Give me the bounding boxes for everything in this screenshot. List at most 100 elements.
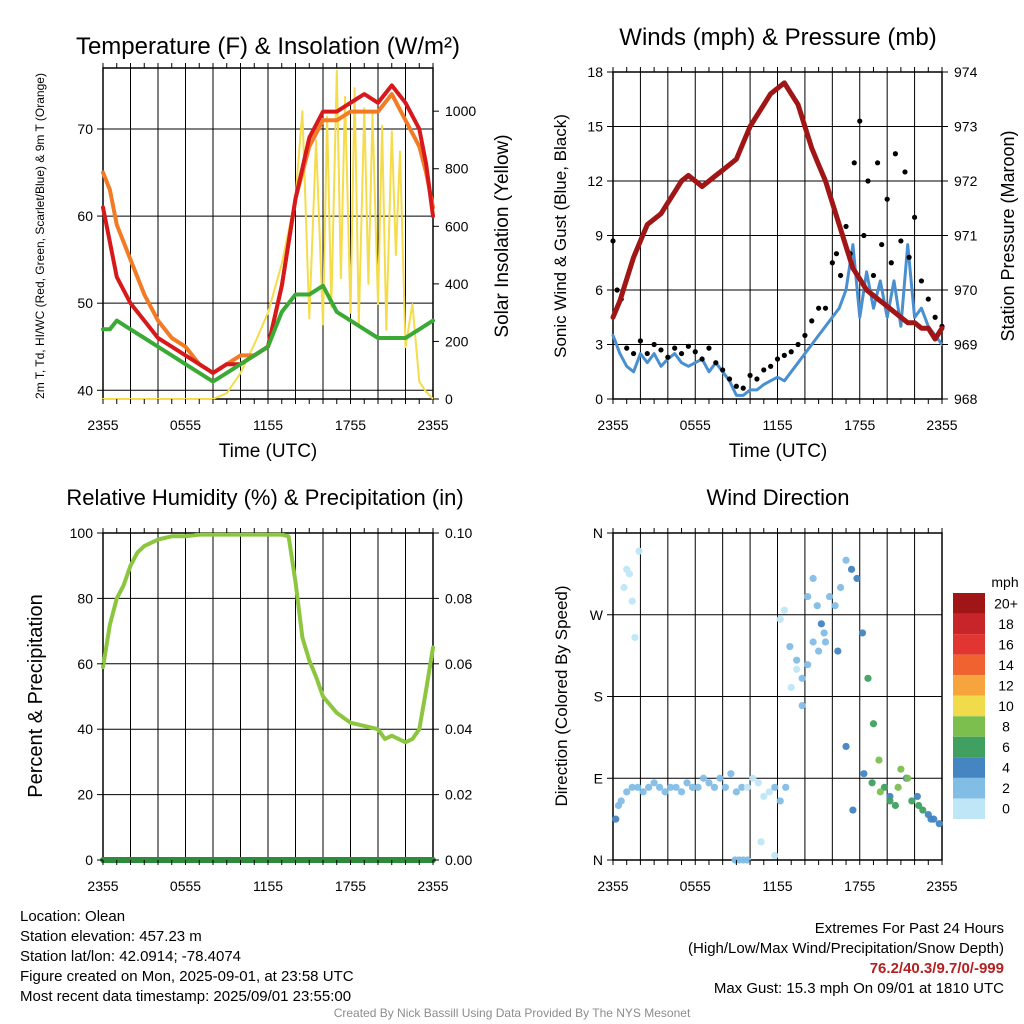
x-tick-label: 1155 bbox=[762, 417, 792, 433]
x-tick-label: 0555 bbox=[170, 878, 201, 894]
direction-point bbox=[876, 788, 884, 796]
wind-direction-grid bbox=[613, 533, 942, 860]
winds-xlabel: Time (UTC) bbox=[729, 441, 828, 462]
y-tick-label-left: 40 bbox=[77, 721, 93, 737]
direction-point bbox=[754, 779, 762, 787]
location-text: Location: Olean bbox=[20, 908, 126, 925]
direction-point bbox=[825, 592, 834, 601]
colorbar-label: 18 bbox=[998, 616, 1014, 632]
colorbar-label: 6 bbox=[1002, 739, 1010, 755]
direction-point bbox=[815, 647, 823, 655]
gust-point bbox=[874, 160, 881, 166]
direction-point bbox=[849, 806, 857, 814]
y-tick-label-left: 9 bbox=[595, 228, 603, 244]
series-line-pressure bbox=[610, 80, 945, 342]
y-tick-label-left: 3 bbox=[595, 337, 603, 353]
direction-point bbox=[677, 788, 686, 796]
direction-point bbox=[672, 783, 680, 791]
gust-point bbox=[888, 260, 894, 266]
direction-point bbox=[927, 815, 935, 823]
colorbar-swatch bbox=[953, 654, 985, 676]
x-tick-label: 1155 bbox=[253, 417, 283, 433]
y-tick-label-left: 70 bbox=[77, 121, 93, 137]
direction-point bbox=[710, 783, 719, 791]
y-tick-label-right: 200 bbox=[445, 333, 469, 349]
winds-axes: 2355 0555 1155 1755 2355 0 3 6 9 12 15 18 968 969 970 9… bbox=[587, 64, 977, 433]
y-tick-label-right: 0.04 bbox=[445, 721, 472, 737]
series-line-dew bbox=[101, 283, 435, 384]
x-tick-label: 0555 bbox=[680, 417, 711, 433]
colorbar-label: 4 bbox=[1002, 760, 1010, 776]
x-tick-label: 1755 bbox=[335, 878, 366, 894]
direction-point bbox=[757, 838, 765, 846]
direction-point bbox=[786, 642, 794, 651]
y-tick-label-left: 0 bbox=[595, 391, 603, 407]
gust-point bbox=[685, 343, 691, 349]
y-tick-label-right: 800 bbox=[445, 161, 469, 177]
gust-point bbox=[837, 272, 844, 279]
y-tick-label-right: 0.08 bbox=[445, 590, 472, 606]
gust-point bbox=[630, 350, 637, 357]
direction-point bbox=[666, 783, 675, 791]
colorbar-swatch bbox=[953, 613, 985, 635]
y-tick-label-left: 6 bbox=[595, 282, 603, 298]
wind-direction-series bbox=[612, 547, 943, 864]
colorbar-label: 14 bbox=[998, 657, 1014, 673]
y-tick-label-right: 969 bbox=[954, 337, 978, 353]
winds-series bbox=[610, 80, 945, 397]
gust-point bbox=[932, 314, 938, 320]
direction-point bbox=[732, 788, 740, 796]
colorbar-label: 16 bbox=[998, 636, 1014, 652]
y-tick-label-left: 60 bbox=[77, 656, 93, 672]
gust-point bbox=[833, 251, 840, 257]
y-tick-label-left: 80 bbox=[77, 590, 93, 606]
gust-point bbox=[795, 341, 801, 348]
y-tick-label-left: S bbox=[594, 689, 603, 705]
direction-point bbox=[894, 783, 902, 791]
colorbar-label: 12 bbox=[998, 677, 1014, 693]
colorbar-swatch bbox=[953, 757, 985, 778]
humidity-axes: 2355 0555 1155 1755 2355 0 20 40 60 80 100 0.00 0.02… bbox=[70, 525, 473, 894]
elevation-text: Station elevation: 457.23 m bbox=[20, 928, 202, 945]
gust-point bbox=[829, 260, 835, 266]
y-tick-label-right: 600 bbox=[445, 218, 469, 234]
direction-point bbox=[798, 674, 806, 682]
gust-point bbox=[678, 350, 685, 357]
humidity-title: Relative Humidity (%) & Precipitation (i… bbox=[66, 485, 463, 510]
direction-point bbox=[612, 815, 620, 823]
direction-point bbox=[749, 774, 757, 782]
y-tick-label-left: N bbox=[593, 852, 603, 868]
colorbar-label: 0 bbox=[1002, 801, 1010, 817]
wind-direction-panel: 2355 0555 1155 1755 2355 N E S W N Wind Direction… bbox=[552, 485, 1019, 894]
colorbar-swatch bbox=[953, 777, 985, 799]
x-tick-label: 2355 bbox=[597, 878, 628, 894]
y-tick-label-right: 1000 bbox=[445, 103, 476, 119]
direction-point bbox=[705, 779, 713, 787]
gust-point bbox=[658, 347, 664, 353]
y-tick-label-left: 40 bbox=[77, 382, 93, 398]
gust-point bbox=[802, 332, 808, 339]
colorbar-swatch bbox=[953, 736, 985, 758]
y-tick-label-left: W bbox=[590, 607, 604, 623]
x-tick-label: 2355 bbox=[87, 878, 118, 894]
direction-point bbox=[631, 633, 639, 642]
direction-point bbox=[625, 570, 634, 578]
temperature-axes: 2355 0555 1155 1755 2355 40 50 60 70 0 200 400 600 80… bbox=[77, 63, 476, 433]
direction-point bbox=[891, 801, 899, 810]
y-tick-label-right: 970 bbox=[954, 282, 978, 298]
x-tick-label: 1755 bbox=[844, 878, 875, 894]
direction-point bbox=[787, 683, 795, 692]
direction-point bbox=[628, 597, 636, 605]
gust-point bbox=[925, 296, 931, 302]
gust-point bbox=[761, 367, 767, 373]
y-tick-label-left: 18 bbox=[587, 64, 603, 80]
humidity-panel: 2355 0555 1155 1755 2355 0 20 40 60 80 100 0.00 0.02… bbox=[25, 485, 472, 894]
direction-point bbox=[661, 788, 669, 796]
x-tick-label: 2355 bbox=[597, 417, 628, 433]
gust-point bbox=[851, 160, 857, 166]
direction-point bbox=[620, 583, 628, 592]
x-tick-label: 1155 bbox=[253, 878, 283, 894]
gust-point bbox=[733, 383, 739, 389]
direction-point bbox=[688, 783, 697, 791]
speed-colorbar: mph 20+ 18 16 14 12 10 8 6 4 2 0 bbox=[953, 574, 1019, 819]
